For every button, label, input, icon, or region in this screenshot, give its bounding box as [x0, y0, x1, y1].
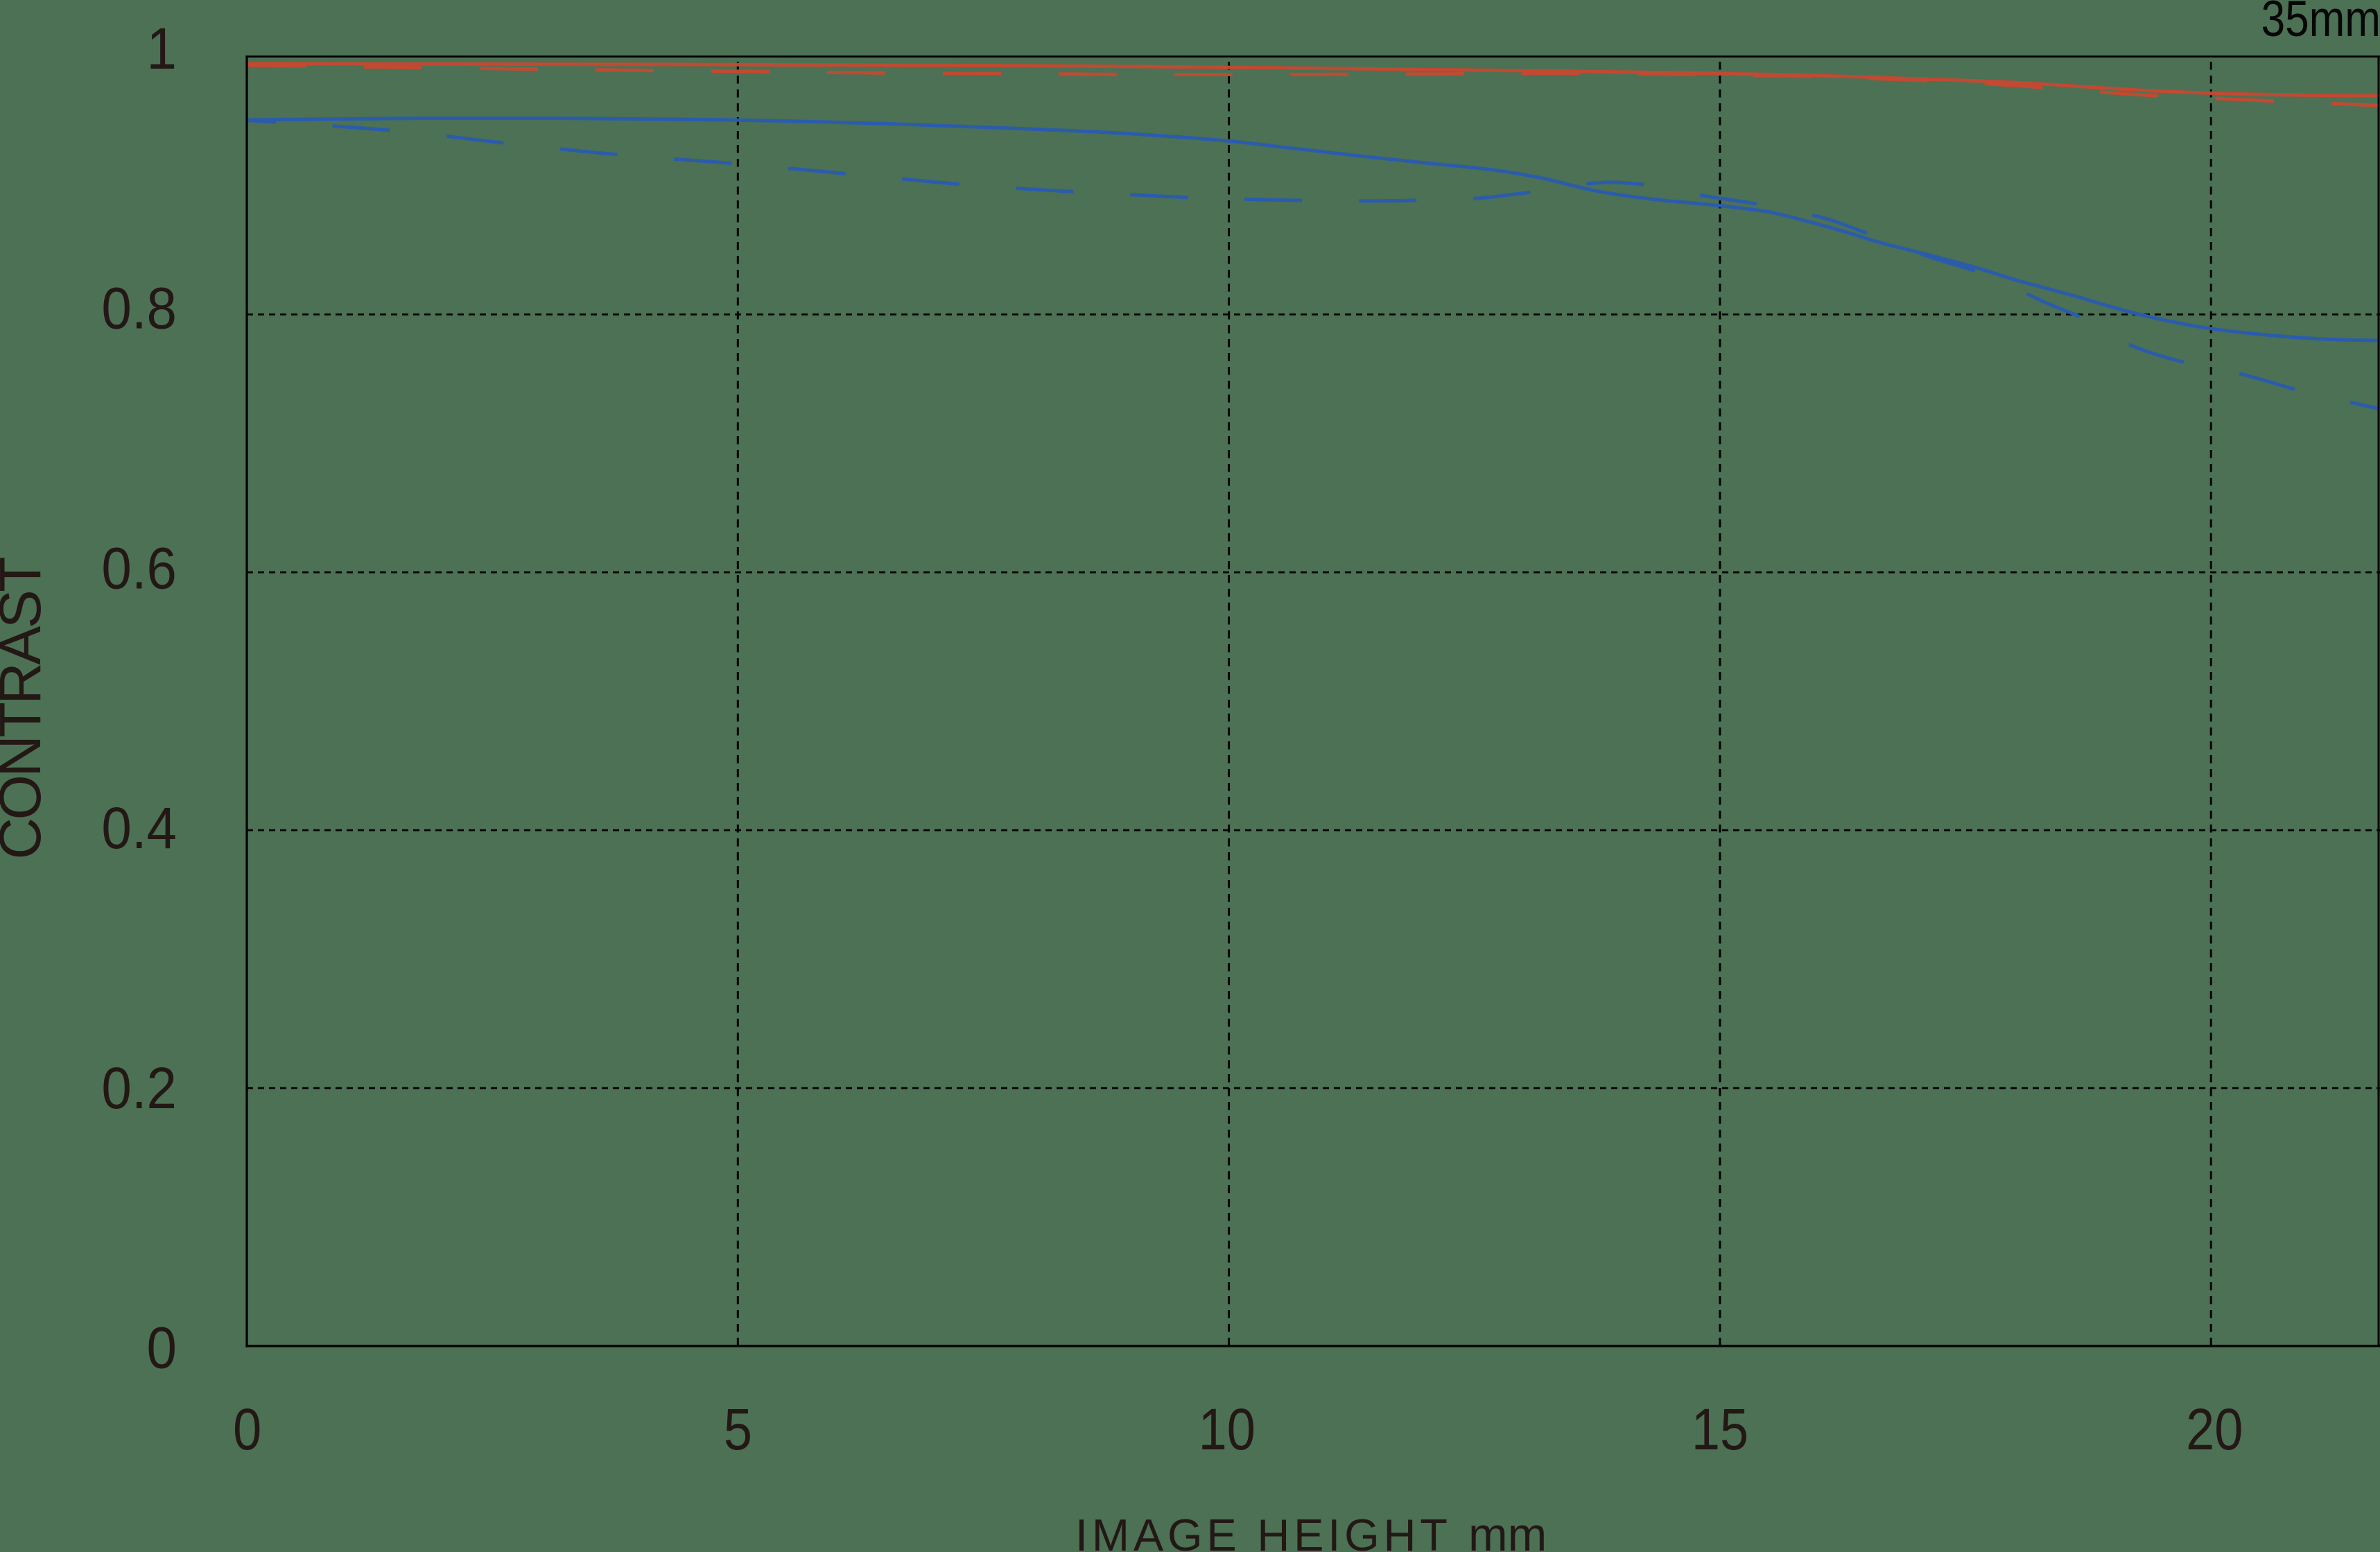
svg-text:0: 0: [147, 1316, 177, 1381]
svg-text:mm: mm: [1468, 1508, 1547, 1552]
svg-text:0.2: 0.2: [101, 1056, 177, 1121]
svg-text:0: 0: [233, 1397, 261, 1462]
svg-text:10: 10: [1199, 1397, 1256, 1462]
svg-text:1: 1: [147, 17, 177, 81]
svg-text:IMAGE HEIGHT: IMAGE HEIGHT: [1075, 1510, 1448, 1552]
svg-text:0.4: 0.4: [101, 796, 177, 861]
svg-text:5: 5: [724, 1397, 752, 1462]
svg-text:CONTRAST: CONTRAST: [0, 557, 53, 860]
svg-text:0.8: 0.8: [101, 277, 177, 341]
svg-text:0.6: 0.6: [101, 537, 177, 601]
svg-text:15: 15: [1692, 1397, 1748, 1462]
svg-text:35mm: 35mm: [2261, 0, 2380, 47]
svg-text:20: 20: [2186, 1397, 2243, 1462]
